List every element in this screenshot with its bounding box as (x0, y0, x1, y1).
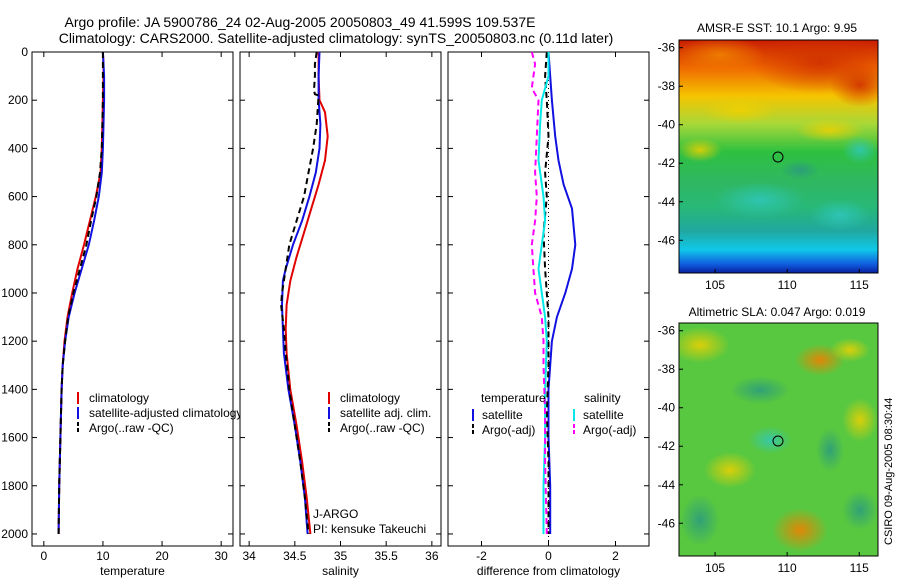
y-tick-label: 1000 (1, 286, 28, 300)
sla-ticks: 105 110 115 -36 -38 -40 -42 -44 -46 (658, 324, 869, 575)
map-y-tick-label: -46 (658, 233, 676, 247)
x-tick-label: -2 (476, 549, 487, 563)
credit-stamp: CSIRO 09-Aug-2005 08:30:44 (883, 398, 895, 545)
x-tick-label: 36 (425, 549, 439, 563)
x-tick-label: 0 (545, 549, 552, 563)
map-y-tick-label: -46 (658, 516, 676, 530)
plot-frame (31, 51, 234, 547)
map-y-tick-label: -38 (658, 362, 676, 376)
figure-title-line1: Argo profile: JA 5900786_24 02-Aug-2005 … (65, 14, 536, 30)
legend-header: temperature (481, 391, 546, 405)
series-line-climatology (284, 52, 329, 535)
x-axis-label: salinity (322, 564, 359, 578)
map-x-tick-label: 105 (705, 278, 725, 292)
salinity-panel: 34 34.5 35 35.5 36 salinity climatologysatelli… (239, 51, 442, 578)
x-tick-label: 0 (40, 549, 47, 563)
legend-label: satellite (583, 408, 624, 422)
sla-field (679, 323, 878, 556)
x-axis-label: temperature (100, 564, 165, 578)
series-line-argo-raw-qc- (280, 51, 320, 535)
y-tick-label: 1400 (1, 382, 28, 396)
series-line-temperature-argo-adj- (542, 51, 550, 534)
legend-label: Argo(..raw -QC) (89, 421, 174, 435)
map-x-tick-label: 105 (705, 561, 725, 575)
x-tick-label: 35 (334, 549, 348, 563)
legend-label: satellite-adjusted climatology (89, 406, 242, 420)
annotation-line: PI: kensuke Takeuchi (313, 522, 426, 536)
figure-title-line2: Climatology: CARS2000. Satellite-adjuste… (59, 30, 614, 46)
y-tick-label: 400 (8, 141, 28, 155)
sst-map-frame (678, 39, 879, 274)
series-line-salinity-argo-adj- (530, 51, 548, 535)
map-y-tick-label: -36 (658, 41, 676, 55)
y-tick-label: 600 (8, 190, 28, 204)
sst-argo-marker (772, 151, 784, 163)
x-tick-label: 10 (96, 549, 110, 563)
sst-map: AMSR-E SST: 10.1 Argo: 9.95 105 110 115 -36… (658, 21, 879, 292)
map-y-tick-label: -42 (658, 439, 676, 453)
x-tick-label: 35.5 (375, 549, 399, 563)
map-y-tick-label: -44 (658, 195, 676, 209)
legend-label: Argo(-adj) (482, 423, 535, 437)
sst-field (679, 40, 878, 273)
x-tick-label: 30 (214, 549, 228, 563)
map-y-tick-label: -40 (658, 401, 676, 415)
x-tick-label: 34 (242, 549, 256, 563)
map-y-tick-label: -36 (658, 324, 676, 338)
legend-label: Argo(..raw -QC) (340, 421, 425, 435)
map-y-tick-label: -42 (658, 156, 676, 170)
y-tick-label: 1800 (1, 479, 28, 493)
x-tick-label: 20 (155, 549, 169, 563)
temperature-panel: 0 10 20 30 temperature 0 200 400 600 800 1000 1200 1… (1, 45, 242, 578)
legend-label: climatology (89, 391, 149, 405)
map-x-tick-label: 110 (778, 561, 797, 575)
sst-map-title: AMSR-E SST: 10.1 Argo: 9.95 (697, 21, 857, 35)
map-y-tick-label: -38 (658, 79, 676, 93)
map-y-tick-label: -40 (658, 118, 676, 132)
legend-label: satellite (482, 408, 523, 422)
map-x-tick-label: 110 (778, 278, 797, 292)
x-tick-label: 34.5 (283, 549, 307, 563)
plot-frame (239, 51, 442, 547)
y-tick-label: 0 (21, 45, 28, 59)
sla-map-frame (678, 322, 879, 557)
sla-map-title: Altimetric SLA: 0.047 Argo: 0.019 (689, 305, 866, 319)
y-tick-label: 2000 (1, 527, 28, 541)
map-x-tick-label: 115 (850, 561, 869, 575)
legend-label: Argo(-adj) (583, 423, 636, 437)
series-line-argo-raw-qc- (57, 52, 104, 535)
y-tick-label: 800 (8, 238, 28, 252)
y-tick-label: 200 (8, 93, 28, 107)
legend-label: climatology (340, 391, 400, 405)
sla-map: Altimetric SLA: 0.047 Argo: 0.019 105 110… (658, 305, 879, 575)
map-x-tick-label: 115 (850, 278, 869, 292)
legend-header: salinity (584, 391, 621, 405)
x-axis-label: difference from climatology (477, 564, 620, 578)
sla-argo-marker (772, 435, 784, 447)
legend-label: satellite adj. clim. (340, 406, 431, 420)
sst-ticks: 105 110 115 -36 -38 -40 -42 -44 -46 (658, 41, 869, 292)
y-tick-label: 1200 (1, 334, 28, 348)
y-tick-label: 1600 (1, 431, 28, 445)
x-tick-label: 2 (612, 549, 619, 563)
map-y-tick-label: -44 (658, 478, 676, 492)
annotation-line: J-ARGO (313, 507, 358, 521)
series-line-temperature-satellite (547, 51, 577, 534)
